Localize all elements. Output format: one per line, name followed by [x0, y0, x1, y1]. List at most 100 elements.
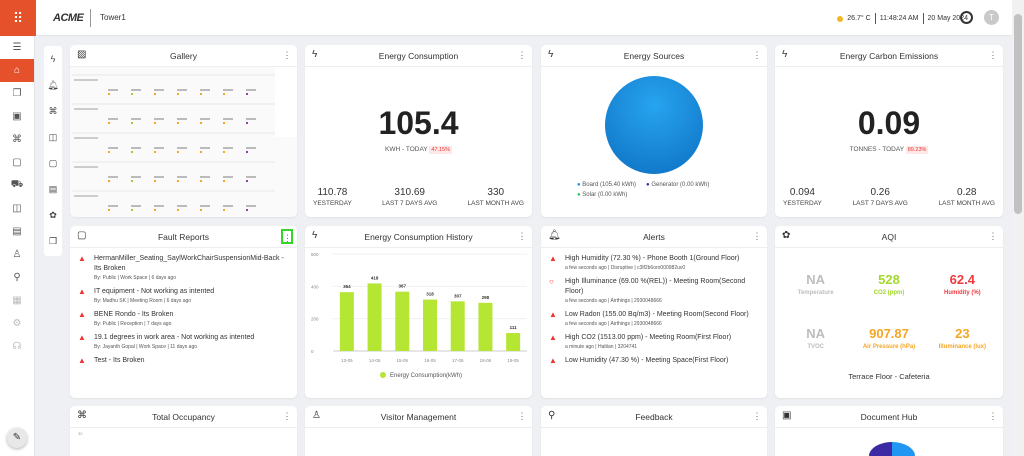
edit-button[interactable]: ✎	[7, 428, 27, 448]
radon-icon: ▲	[549, 310, 557, 319]
more-menu-button[interactable]: ⋮	[752, 231, 762, 241]
user-icon[interactable]: ♙	[12, 249, 22, 260]
bar[interactable]	[339, 292, 354, 351]
visitor-management-card: ♙ Visitor Management ⋮	[305, 406, 532, 456]
more-menu-button[interactable]: ⋮	[282, 50, 292, 60]
thumbnail-text	[246, 89, 256, 91]
list-item[interactable]: ▲ HermanMiller_Seating_SaylWorkChairSuspe…	[78, 254, 287, 281]
scrollbar-thumb[interactable]	[1014, 14, 1022, 214]
more-menu-button[interactable]: ⋮	[752, 411, 762, 421]
thumbnail-dot	[200, 122, 202, 124]
thumbnail-text	[74, 108, 98, 110]
thumbnail-text	[131, 147, 141, 149]
more-menu-button[interactable]: ⋮	[282, 411, 292, 421]
gallery-thumbnail[interactable]	[70, 67, 297, 217]
card-title: Energy Carbon Emissions	[839, 50, 939, 61]
more-menu-button[interactable]: ⋮	[517, 50, 527, 60]
list-item[interactable]: ▲ High Humidity (72.30 %) - Phone Booth 1…	[549, 254, 757, 271]
booking-icon[interactable]: ◫	[12, 203, 22, 214]
document-icon[interactable]: ❐	[48, 235, 58, 246]
bar[interactable]	[423, 299, 437, 351]
aqi-icon[interactable]: ✿	[49, 209, 57, 220]
desk-icon[interactable]: ▤	[12, 226, 22, 237]
visitor-icon[interactable]: ⛟	[10, 179, 24, 190]
bar[interactable]	[450, 301, 465, 351]
thumbnail-text	[74, 137, 98, 139]
bar[interactable]	[478, 302, 493, 351]
hub-icon[interactable]: ⌘	[12, 134, 22, 145]
thumbnail-text	[177, 176, 187, 178]
total-occupancy-card: ⌘ Total Occupancy ⋮ 30	[70, 406, 297, 456]
occupancy-icon: ⌘	[77, 410, 87, 421]
bell-icon[interactable]: 🔔︎	[47, 79, 59, 90]
avatar[interactable]: T	[984, 10, 999, 25]
feedback-icon[interactable]: ▢	[48, 157, 58, 168]
card-title: Feedback	[635, 411, 673, 422]
document-icon[interactable]: ▣	[12, 111, 22, 122]
card-title: Energy Consumption	[378, 50, 459, 61]
aqi-metric: 528 CO2 (ppm)	[873, 272, 905, 296]
thumbnail-text	[74, 195, 98, 197]
pie-slice-board[interactable]	[605, 76, 703, 174]
more-menu-button[interactable]: ⋮	[988, 231, 998, 241]
thumbnail-dot	[246, 180, 248, 182]
chart-icon[interactable]: ▦	[12, 295, 22, 306]
thumbnail-text	[74, 166, 98, 168]
thumbnail-text	[200, 205, 210, 207]
energy-consumption-card: ϟ Energy Consumption ⋮ 105.4 KWH - TODAY 4…	[305, 45, 532, 217]
x-tick-label: 18-05	[480, 358, 492, 363]
thumbnail-text	[108, 205, 118, 207]
energy-icon[interactable]: ϟ	[50, 54, 56, 64]
thumbnail-dot	[246, 209, 248, 211]
headset-icon[interactable]: ☊	[12, 341, 22, 352]
home-icon[interactable]: ⌂	[0, 59, 34, 82]
list-item[interactable]: ○ High Illuminance (69.00 %(REL)) - Meeti…	[549, 277, 757, 304]
list-item[interactable]: ▲ Low Radon (155.00 Bq/m3) - Meeting Room…	[549, 310, 757, 327]
menu-icon[interactable]: ☰	[12, 42, 22, 53]
list-item[interactable]: ▲ Low Humidity (47.30 %) - Meeting Space(…	[549, 356, 757, 367]
date: 20 May 2024	[927, 15, 968, 22]
list-item[interactable]: ▲ BENE Rondo - Its Broken By: Public | Rec…	[78, 310, 287, 327]
list-item[interactable]: ▲ 19.1 degrees in work area - Not working…	[78, 333, 287, 350]
more-menu-button[interactable]: ⋮	[988, 411, 998, 421]
site-selector[interactable]: Tower1	[100, 13, 126, 22]
more-menu-button[interactable]: ⋮	[752, 50, 762, 60]
aqi-card: ✿ AQI ⋮ NA Temperature 528 CO2 (ppm) 62.4 Humid…	[775, 226, 1003, 398]
list-item[interactable]: ▲ High CO2 (1513.00 ppm) - Meeting Room(F…	[549, 333, 757, 350]
card-title: Total Occupancy	[152, 411, 215, 422]
gear-icon[interactable]: ⚙	[12, 318, 22, 329]
page-scrollbar[interactable]	[1012, 0, 1024, 456]
more-menu-button[interactable]: ⋮	[988, 50, 998, 60]
feedback-icon[interactable]: ▢	[12, 157, 22, 168]
bar[interactable]	[506, 333, 521, 351]
aqi-metric: NA Temperature	[797, 272, 834, 296]
thumbnail-dot	[246, 93, 248, 95]
aqi-metric: 62.4 Humidity (%)	[943, 272, 981, 296]
co2-icon: ▲	[549, 333, 557, 342]
thumbnail-text	[74, 79, 98, 81]
bar[interactable]	[395, 291, 410, 351]
more-menu-button[interactable]: ⋮	[281, 229, 293, 244]
occupancy-icon[interactable]: ⌘	[48, 105, 58, 116]
booking-icon[interactable]: ◫	[48, 131, 58, 142]
thumbnail-dot	[177, 209, 179, 211]
thumbnail-text	[154, 118, 164, 120]
x-tick-label: 15-05	[397, 358, 409, 363]
thumbnail-dot	[108, 180, 110, 182]
item-meta: a minute ago | Haltian | 3204741	[565, 344, 638, 350]
item-meta: By: Public | Work Space | 6 days ago	[94, 275, 176, 281]
more-menu-button[interactable]: ⋮	[517, 231, 527, 241]
layers-icon[interactable]: ❐	[12, 88, 22, 99]
apps-grid-icon[interactable]: ⠿	[0, 0, 36, 36]
aqi-location[interactable]: Terrace Floor - Cafeteria	[848, 372, 930, 381]
support-icon[interactable]: ⚲	[13, 272, 21, 283]
data-label: 298	[482, 295, 490, 300]
desk-icon[interactable]: ▤	[48, 183, 58, 194]
list-item[interactable]: ▲ Test - Its Broken	[78, 356, 287, 367]
settings-icon[interactable]	[960, 11, 973, 24]
more-menu-button[interactable]: ⋮	[517, 411, 527, 421]
bar[interactable]	[367, 283, 382, 351]
item-title: Low Radon (155.00 Bq/m3) - Meeting Room(…	[565, 311, 749, 318]
list-item[interactable]: ▲ IT equipment - Not working as intented B…	[78, 287, 287, 304]
card-title: Energy Consumption History	[364, 231, 473, 242]
